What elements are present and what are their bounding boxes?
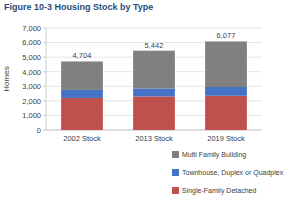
bar-segment <box>205 41 247 87</box>
legend-swatch <box>172 169 179 176</box>
chart-title: Figure 10-3 Housing Stock by Type <box>4 2 153 12</box>
y-tick-label: 6,000 <box>22 38 41 47</box>
y-axis-label: Homes <box>2 66 11 91</box>
x-tick-label: 2013 Stock <box>135 134 173 143</box>
y-tick-label: 1,000 <box>22 111 41 120</box>
bar-segment <box>133 51 175 89</box>
bar-segment <box>61 61 103 89</box>
legend-label: Townhouse, Duplex or Quadplex <box>182 169 284 177</box>
y-tick <box>43 115 46 116</box>
total-label: 4,704 <box>73 51 92 60</box>
y-tick <box>43 42 46 43</box>
bar-segment <box>205 87 247 96</box>
y-tick-label: 0 <box>37 126 41 135</box>
total-label: 5,442 <box>145 41 164 50</box>
y-tick-label: 3,000 <box>22 82 41 91</box>
bar-segment <box>133 96 175 130</box>
legend-label: Multi Family Building <box>182 151 246 159</box>
bar-segment <box>205 96 247 130</box>
y-tick <box>43 28 46 29</box>
y-tick <box>43 130 46 131</box>
y-tick <box>43 86 46 87</box>
y-tick <box>43 71 46 72</box>
bar-segment <box>61 90 103 98</box>
legend-label: Single-Family Detached <box>182 187 256 195</box>
y-tick <box>43 100 46 101</box>
bars-group <box>61 41 247 130</box>
y-tick-label: 7,000 <box>22 24 41 33</box>
bar-segment <box>133 88 175 96</box>
y-tick-label: 4,000 <box>22 68 41 77</box>
y-tick-label: 2,000 <box>22 97 41 106</box>
legend-swatch <box>172 187 179 194</box>
total-label: 6,077 <box>217 31 236 40</box>
bar-segment <box>61 98 103 130</box>
x-tick-label: 2019 Stock <box>207 134 245 143</box>
y-tick <box>43 57 46 58</box>
y-axis-line <box>46 28 47 130</box>
x-tick-label: 2002 Stock <box>63 134 101 143</box>
grid-line <box>46 28 262 29</box>
chart-svg: Figure 10-3 Housing Stock by Type Homes 0 1… <box>0 0 300 213</box>
y-tick-label: 5,000 <box>22 53 41 62</box>
legend-swatch <box>172 151 179 158</box>
chart-container: Figure 10-3 Housing Stock by Type Homes 0 1… <box>0 0 300 213</box>
